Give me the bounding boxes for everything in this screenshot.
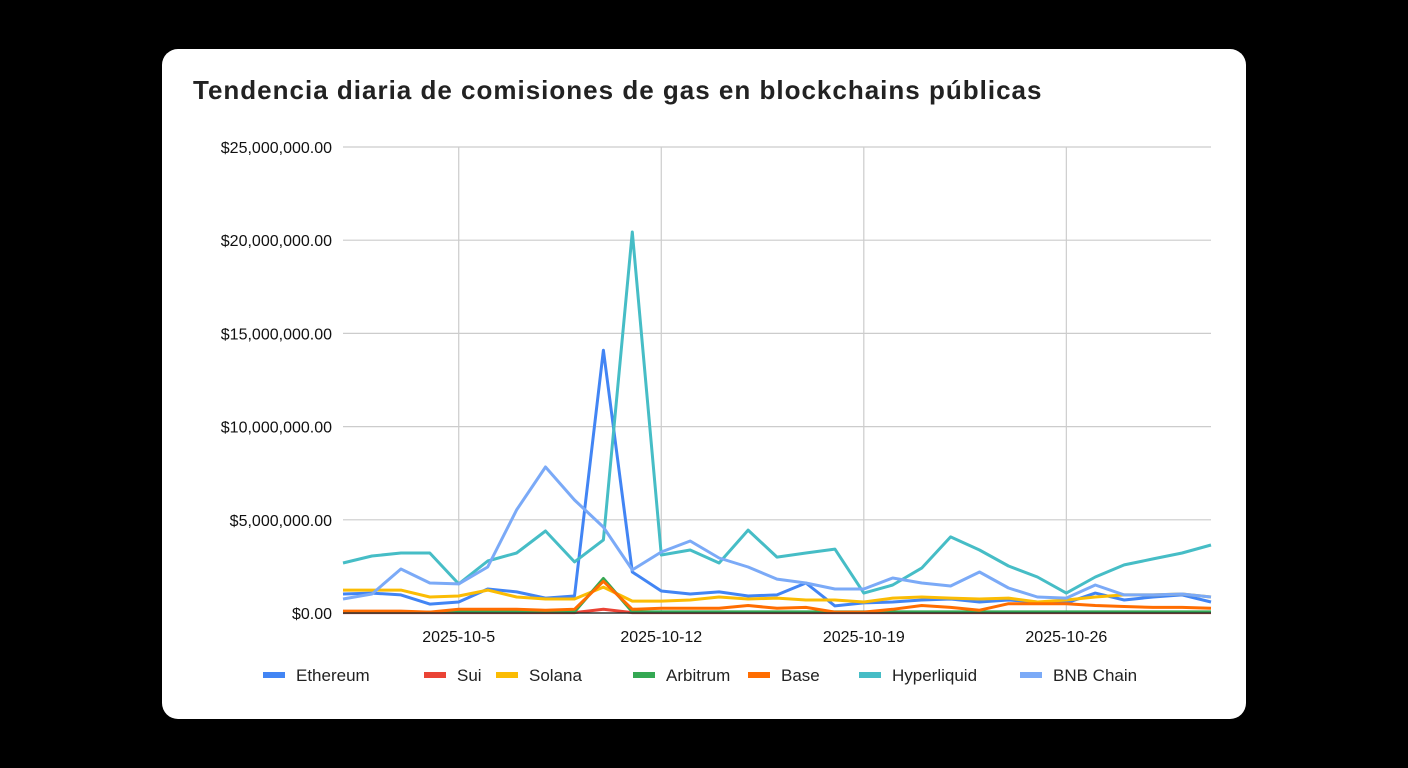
line-chart: $0.00 $5,000,000.00 $10,000,000.00 $15,000,… — [221, 140, 1212, 685]
y-tick-label: $5,000,000.00 — [230, 513, 332, 530]
legend-swatch — [1020, 672, 1042, 678]
legend-swatch — [859, 672, 881, 678]
chart-title: Tendencia diaria de comisiones de gas en… — [193, 75, 1043, 105]
x-tick-label: 2025-10-5 — [422, 629, 495, 646]
series-line-hyperliquid — [342, 230, 1212, 595]
legend-label: Hyperliquid — [892, 666, 977, 685]
legend-label: Solana — [529, 666, 582, 685]
y-tick-label: $25,000,000.00 — [221, 140, 332, 157]
series-line-arbitrum — [343, 577, 1211, 614]
legend-swatch — [748, 672, 770, 678]
chart-card: Tendencia diaria de comisiones de gas en… — [162, 49, 1246, 719]
legend-swatch — [263, 672, 285, 678]
series-line-ethereum — [342, 348, 1212, 608]
y-tick-label: $10,000,000.00 — [221, 420, 332, 437]
y-tick-label: $15,000,000.00 — [221, 326, 332, 343]
legend-label: Arbitrum — [666, 666, 730, 685]
x-tick-label: 2025-10-19 — [823, 629, 905, 646]
legend-swatch — [633, 672, 655, 678]
series-line-solana — [343, 585, 1212, 604]
legend-label: Sui — [457, 666, 482, 685]
legend-swatch — [424, 672, 446, 678]
legend-label: Base — [781, 666, 820, 685]
y-tick-label: $0.00 — [292, 606, 332, 623]
series-line-bnb-chain — [342, 465, 1212, 601]
legend-swatch — [496, 672, 518, 678]
series-line-base — [343, 579, 1212, 614]
legend-label: Ethereum — [296, 666, 370, 685]
y-tick-label: $20,000,000.00 — [221, 233, 332, 250]
legend-label: BNB Chain — [1053, 666, 1137, 685]
x-tick-label: 2025-10-26 — [1025, 629, 1107, 646]
x-tick-label: 2025-10-12 — [620, 629, 702, 646]
